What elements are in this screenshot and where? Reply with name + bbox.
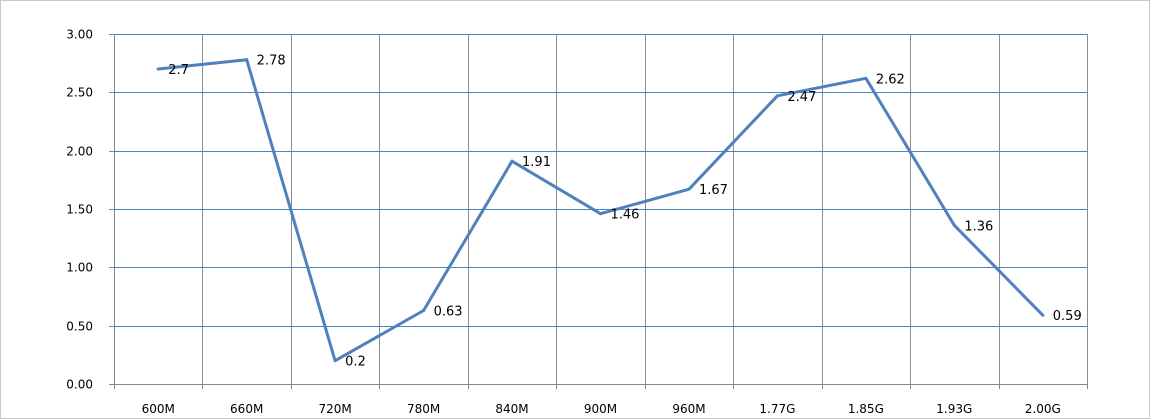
y-tick-label: 0.00 (66, 378, 93, 392)
x-tick-label: 840M (495, 402, 528, 416)
data-point (245, 58, 249, 62)
y-tick-label: 2.50 (66, 86, 93, 100)
data-label: 0.63 (434, 305, 463, 320)
y-tick-label: 1.50 (66, 203, 93, 217)
data-point (333, 359, 337, 363)
data-point (156, 67, 160, 71)
data-labels: 2.7 2.78 0.2 0.63 1.91 1.46 1.67 2.47 2.62 1.36 0.… (168, 54, 1081, 370)
data-label: 2.62 (876, 72, 905, 87)
data-point (775, 94, 779, 98)
data-label: 1.91 (522, 155, 551, 170)
data-label: 1.67 (699, 183, 728, 198)
x-tick-label: 780M (407, 402, 440, 416)
data-point (510, 159, 514, 163)
data-label: 2.78 (257, 54, 286, 69)
y-tick-label: 1.00 (66, 261, 93, 275)
data-point (952, 223, 956, 227)
x-tick-label: 1.93G (936, 402, 972, 416)
y-tick-label: 0.50 (66, 320, 93, 334)
data-label: 1.46 (611, 208, 640, 223)
x-tick-label: 2.00G (1025, 402, 1061, 416)
x-tick-label: 900M (584, 402, 617, 416)
grid-lines (114, 34, 1088, 384)
x-tick-label: 600M (142, 402, 175, 416)
data-label: 2.7 (168, 63, 189, 78)
x-tick-label: 960M (672, 402, 705, 416)
data-label: 1.36 (964, 219, 993, 234)
data-label: 0.2 (345, 355, 366, 370)
data-point (1041, 313, 1045, 317)
series-layer (156, 58, 1045, 363)
data-point (864, 76, 868, 80)
data-point (422, 309, 426, 312)
y-tick-label: 3.00 (66, 28, 93, 42)
y-tick-label: 2.00 (66, 145, 93, 159)
x-tick-label: 660M (230, 402, 263, 416)
axes (109, 34, 1088, 389)
data-label: 2.47 (787, 90, 816, 105)
x-tick-label: 720M (319, 402, 352, 416)
x-tick-label: 1.85G (848, 402, 884, 416)
x-tick-label: 1.77G (759, 402, 795, 416)
data-label: 0.59 (1053, 309, 1082, 324)
data-point (599, 212, 602, 216)
tick-labels: 0.00 0.50 1.00 1.50 2.00 2.50 3.00 600M 660M 720M… (66, 28, 1061, 417)
data-point (687, 187, 691, 191)
